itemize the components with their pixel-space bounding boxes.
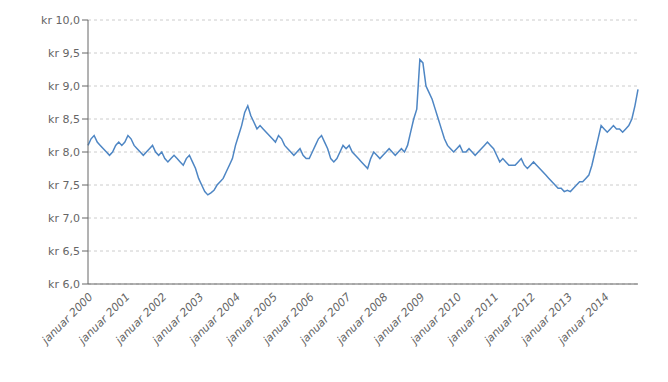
svg-text:januar 2010: januar 2010 xyxy=(408,290,465,347)
svg-text:januar 2001: januar 2001 xyxy=(76,290,133,347)
svg-text:januar 2013: januar 2013 xyxy=(518,290,575,347)
svg-text:januar 2007: januar 2007 xyxy=(297,290,354,347)
svg-text:kr 9,5: kr 9,5 xyxy=(48,47,80,60)
svg-text:kr 8,5: kr 8,5 xyxy=(48,113,80,126)
svg-text:kr 7,0: kr 7,0 xyxy=(48,212,80,225)
svg-text:januar 2000: januar 2000 xyxy=(39,290,96,347)
svg-text:januar 2002: januar 2002 xyxy=(113,290,170,347)
svg-text:kr 10,0: kr 10,0 xyxy=(41,14,80,27)
svg-text:januar 2014: januar 2014 xyxy=(554,290,612,348)
svg-text:kr 9,0: kr 9,0 xyxy=(48,80,80,93)
svg-text:kr 6,5: kr 6,5 xyxy=(48,245,80,258)
svg-text:kr 7,5: kr 7,5 xyxy=(48,179,80,192)
svg-text:januar 2009: januar 2009 xyxy=(371,290,428,347)
svg-text:januar 2003: januar 2003 xyxy=(150,290,207,347)
svg-text:januar 2011: januar 2011 xyxy=(445,290,502,347)
svg-text:januar 2005: januar 2005 xyxy=(223,290,280,347)
svg-text:januar 2012: januar 2012 xyxy=(481,290,539,347)
svg-text:januar 2004: januar 2004 xyxy=(186,290,244,347)
svg-text:januar 2006: januar 2006 xyxy=(260,290,317,347)
svg-text:kr 6,0: kr 6,0 xyxy=(48,278,80,291)
svg-text:januar 2008: januar 2008 xyxy=(334,290,391,347)
svg-text:kr 8,0: kr 8,0 xyxy=(48,146,80,159)
